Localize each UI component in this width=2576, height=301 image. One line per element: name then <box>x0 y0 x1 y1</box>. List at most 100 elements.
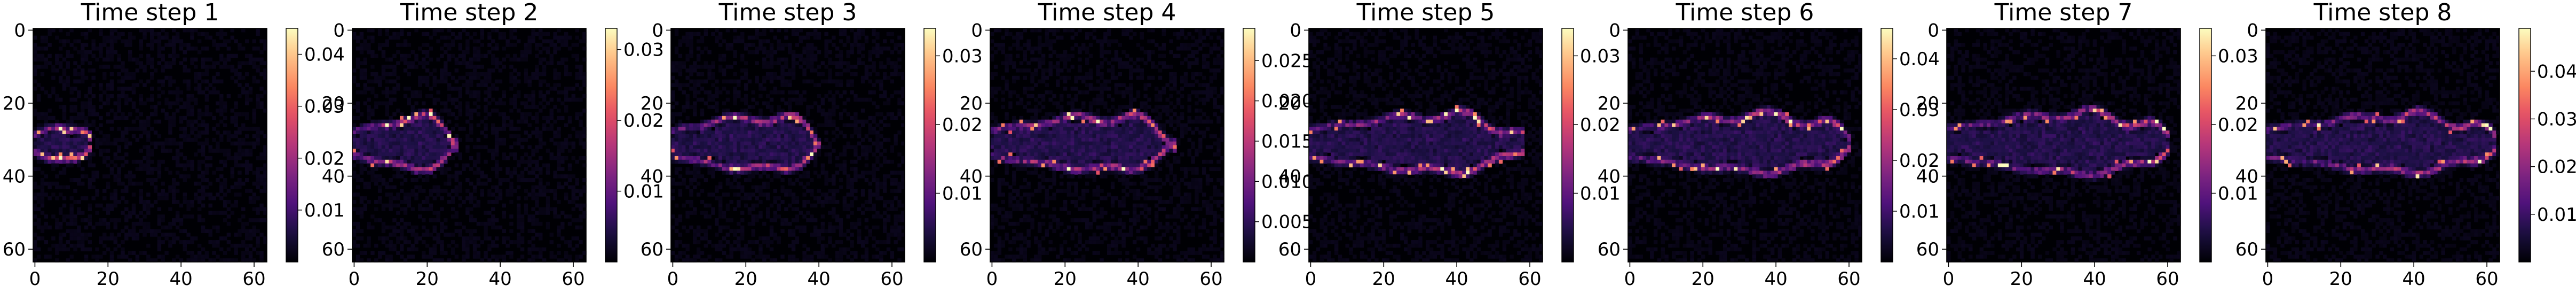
heatmap-cell <box>799 127 803 131</box>
heatmap-cell <box>564 87 568 91</box>
heatmap-cell <box>765 72 770 76</box>
heatmap-cell <box>810 47 814 51</box>
heatmap-cell <box>80 53 85 58</box>
heatmap-cell <box>704 119 708 124</box>
heatmap-cell <box>374 119 378 124</box>
heatmap-cell <box>183 137 187 142</box>
heatmap-cell <box>352 171 357 175</box>
heatmap-cell <box>516 72 521 76</box>
heatmap-cell <box>791 97 796 102</box>
heatmap-cell <box>857 35 862 40</box>
heatmap-cell <box>403 145 408 149</box>
heatmap-cell <box>389 196 393 200</box>
heatmap-cell <box>244 233 249 237</box>
heatmap-cell <box>407 167 412 171</box>
heatmap-cell <box>117 254 121 259</box>
heatmap-cell <box>513 43 517 47</box>
heatmap-cell <box>696 156 701 160</box>
heatmap-cell <box>234 39 238 43</box>
heatmap-cell <box>175 189 180 193</box>
heatmap-cell <box>773 141 778 146</box>
heatmap-cell <box>73 177 77 182</box>
heatmap-cell <box>886 112 891 117</box>
heatmap-cell <box>157 39 162 43</box>
heatmap-cell <box>531 207 535 212</box>
heatmap-cell <box>186 174 191 179</box>
heatmap-cell <box>480 32 484 36</box>
heatmap-cell <box>436 130 440 135</box>
heatmap-cell <box>454 87 459 91</box>
heatmap-cell <box>425 167 430 171</box>
heatmap-cell <box>40 229 45 233</box>
heatmap-cell <box>377 177 382 182</box>
heatmap-cell <box>465 207 470 212</box>
heatmap-cell <box>476 47 481 51</box>
heatmap-cell <box>875 105 880 109</box>
heatmap-cell <box>897 65 902 69</box>
heatmap-cell <box>44 47 48 51</box>
heatmap-cell <box>539 145 543 149</box>
heatmap-cell <box>469 90 473 95</box>
heatmap-cell <box>399 167 404 171</box>
heatmap-cell <box>392 32 397 36</box>
heatmap-cell <box>80 109 85 113</box>
heatmap-cell <box>164 149 169 153</box>
heatmap-cell <box>201 218 206 222</box>
heatmap-cell <box>230 156 234 160</box>
heatmap-cell <box>36 199 41 204</box>
heatmap-cell <box>256 97 260 102</box>
heatmap-cell <box>414 94 418 98</box>
heatmap-cell <box>204 251 209 255</box>
heatmap-cell <box>432 112 437 117</box>
heatmap-cell <box>539 181 543 186</box>
heatmap-cell <box>33 207 37 212</box>
heatmap-cell <box>385 258 390 263</box>
heatmap-cell <box>755 130 759 135</box>
heatmap-cell <box>48 134 52 138</box>
heatmap-cell <box>414 236 418 241</box>
heatmap-cell <box>689 35 693 40</box>
heatmap-cell <box>491 68 495 73</box>
heatmap-cell <box>80 130 85 135</box>
heatmap-cell <box>66 50 70 55</box>
heatmap-cell <box>704 137 708 142</box>
heatmap-cell <box>432 196 437 200</box>
heatmap-cell <box>480 130 484 135</box>
heatmap-cell <box>359 171 364 175</box>
heatmap-cell <box>700 50 705 55</box>
heatmap-cell <box>51 75 56 80</box>
heatmap-cell <box>436 137 440 142</box>
heatmap-cell <box>733 39 737 43</box>
heatmap-cell <box>226 39 231 43</box>
heatmap-cell <box>444 189 448 193</box>
heatmap-cell <box>230 171 234 175</box>
heatmap-cell <box>733 101 737 105</box>
heatmap-cell <box>567 174 572 179</box>
heatmap-cell <box>355 258 360 263</box>
heatmap-cell <box>370 177 375 182</box>
heatmap-cell <box>882 101 887 105</box>
heatmap-cell <box>106 94 110 98</box>
heatmap-cell <box>886 159 891 164</box>
heatmap-cell <box>95 171 99 175</box>
heatmap-cell <box>84 127 89 131</box>
heatmap-cell <box>751 50 755 55</box>
heatmap-cell <box>69 28 74 33</box>
heatmap-cell <box>139 134 143 138</box>
heatmap-cell <box>799 159 803 164</box>
heatmap-cell <box>674 47 679 51</box>
heatmap-cell <box>248 236 253 241</box>
heatmap-cell <box>864 152 869 157</box>
heatmap-cell <box>484 233 488 237</box>
heatmap-cell <box>747 137 752 142</box>
heatmap-cell <box>535 68 539 73</box>
heatmap-cell <box>711 152 715 157</box>
heatmap-cell <box>682 137 686 142</box>
heatmap-cell <box>689 130 693 135</box>
heatmap-cell <box>557 61 561 65</box>
heatmap-cell <box>219 119 224 124</box>
heatmap-cell <box>374 181 378 186</box>
heatmap-cell <box>179 105 184 109</box>
heatmap-cell <box>737 39 741 43</box>
heatmap-cell <box>106 163 110 168</box>
